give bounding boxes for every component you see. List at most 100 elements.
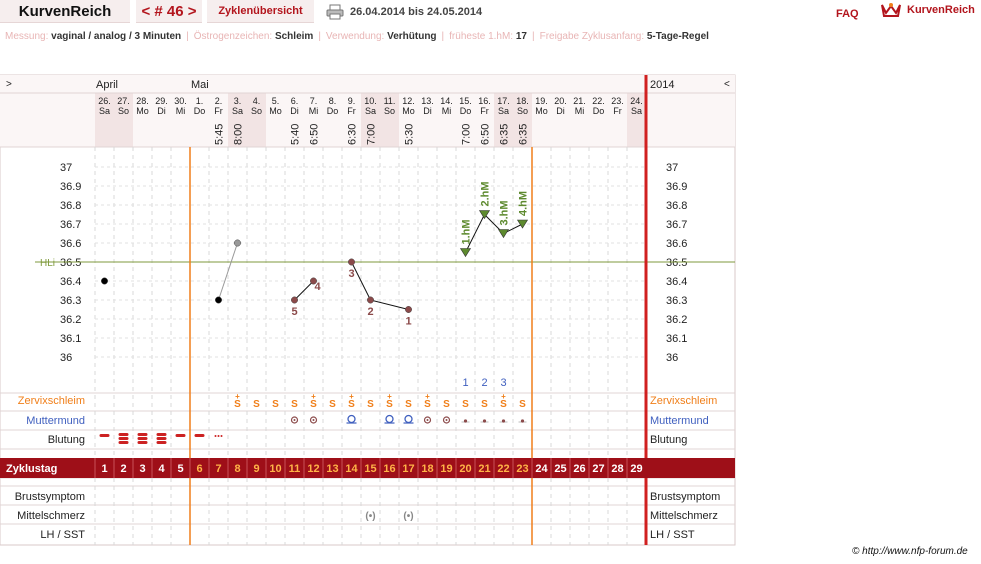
day-number: 4. [253, 96, 261, 106]
mucus-symbol: S [348, 399, 355, 410]
bleeding-bar [137, 441, 148, 444]
day-number: 19. [535, 96, 548, 106]
row-label: Blutung [48, 434, 85, 446]
os-closed-dot [312, 419, 315, 421]
weekday: Sa [498, 106, 509, 116]
low-measure-label: 2 [367, 306, 373, 318]
y-tick-right: 36.5 [666, 257, 687, 269]
mucus-plus: + [235, 392, 240, 401]
y-tick-left: 36.4 [60, 276, 81, 288]
y-tick-left: 36.3 [60, 295, 81, 307]
printer-icon[interactable] [326, 4, 344, 20]
bleeding-bar [156, 437, 167, 440]
info-key: Östrogenzeichen: [193, 31, 275, 42]
cycle-day-number: 18 [421, 463, 433, 475]
weekday: Do [327, 106, 339, 116]
year-label: 2014 [650, 79, 674, 91]
copyright-notice: © http://www.nfp-forum.de [852, 546, 968, 557]
temp-line [370, 299, 409, 310]
measure-time: 5:40 [290, 124, 302, 145]
day-number: 18. [516, 96, 529, 106]
day-number: 26. [98, 96, 111, 106]
temp-point-high [516, 219, 529, 229]
measure-time: 7:00 [366, 124, 378, 145]
temp-point-high [459, 248, 472, 258]
mucus-plus: + [349, 392, 354, 401]
cycle-day-number: 5 [177, 463, 183, 475]
low-measure-label: 1 [405, 316, 411, 328]
weekday: Di [423, 106, 432, 116]
mucus-symbol: S [272, 399, 279, 410]
os-dot-symbol [501, 419, 506, 423]
high-measure-label: 2.hM [480, 181, 492, 206]
low-measure-label: 4 [314, 281, 321, 293]
high-measure-label: 4.hM [518, 191, 530, 216]
hl-label: HLi [40, 258, 55, 269]
bleeding-bar [99, 434, 110, 437]
measure-time: 6:35 [518, 124, 530, 145]
bleeding-bar [156, 433, 167, 436]
cycle-day-number: 21 [478, 463, 490, 475]
temp-point [310, 277, 317, 285]
weekend-shade [95, 93, 114, 147]
low-measure-label: 5 [291, 306, 297, 318]
cycle-day-number: 8 [234, 463, 240, 475]
weekday: Sa [99, 106, 110, 116]
weekday: Do [194, 106, 206, 116]
info-value: Verhütung [387, 31, 437, 42]
mucus-symbol: S [329, 399, 336, 410]
weekday: Do [593, 106, 605, 116]
temp-point [405, 306, 412, 313]
day-number: 30. [174, 96, 187, 106]
weekday: Mo [269, 106, 282, 116]
y-tick-right: 36.6 [666, 238, 687, 250]
cycle-navigator[interactable]: < # 46 > [136, 0, 202, 23]
date-range: 26.04.2014 bis 24.05.2014 [350, 6, 483, 18]
weekend-shade [361, 93, 380, 147]
date-header-bg [0, 75, 735, 147]
row-label-right: Muttermund [650, 415, 709, 427]
temp-point [215, 296, 222, 304]
high-measure-label: 3.hM [499, 200, 511, 225]
count-label: 1 [462, 377, 468, 389]
row-label-right: Zervixschleim [650, 395, 717, 407]
cycle-day-number: 6 [196, 463, 202, 475]
bleeding-bar [118, 433, 129, 436]
info-separator: | [531, 31, 535, 42]
cycle-day-number: 29 [630, 463, 642, 475]
bleeding-bar [137, 433, 148, 436]
info-value: 17 [515, 31, 527, 42]
y-tick-left: 36.5 [60, 257, 81, 269]
os-closed-dot [445, 419, 448, 421]
low-measure-label: 3 [348, 268, 354, 280]
weekday: Sa [365, 106, 376, 116]
cycle-day-number: 3 [139, 463, 145, 475]
cycle-day-number: 15 [364, 463, 376, 475]
weekday: Mi [442, 106, 452, 116]
info-value: vaginal / analog / 3 Minuten [51, 31, 182, 42]
info-key: früheste 1.hM: [449, 31, 516, 42]
app-logo[interactable]: KurvenReich [0, 0, 130, 23]
cycle-day-bar [0, 458, 735, 478]
row-label: Zervixschleim [18, 395, 85, 407]
day-number: 3. [234, 96, 242, 106]
y-tick-left: 36.2 [60, 314, 81, 326]
pain-symbol: (•) [403, 511, 413, 522]
cycle-overview-button[interactable]: Zyklenübersicht [207, 0, 314, 23]
cycle-info-bar: Messung: vaginal / analog / 3 Minuten | Ös… [5, 31, 709, 42]
nav-left-arrow: > [6, 79, 12, 90]
brand-link[interactable]: KurvenReich [907, 4, 975, 16]
cycle-day-number: 4 [158, 463, 165, 475]
weekday: Di [290, 106, 299, 116]
day-number: 6. [291, 96, 299, 106]
mucus-symbol: S [462, 399, 469, 410]
count-label: 2 [481, 377, 487, 389]
faq-link[interactable]: FAQ [836, 8, 859, 20]
mucus-symbol: S [291, 399, 298, 410]
mucus-plus: + [387, 392, 392, 401]
cycle-day-number: 26 [573, 463, 585, 475]
mucus-plus: + [501, 392, 506, 401]
temp-point [291, 296, 298, 304]
mucus-plus: + [311, 392, 316, 401]
bleeding-bar [175, 434, 186, 437]
